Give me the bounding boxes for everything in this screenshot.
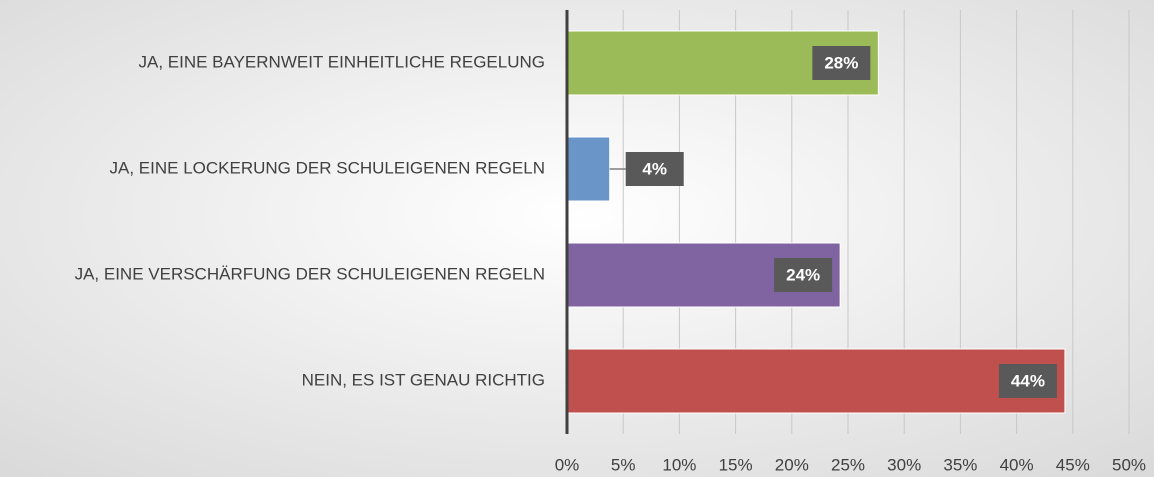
data-label: 24%	[786, 265, 820, 284]
category-label: JA, EINE BAYERNWEIT EINHEITLICHE REGELUN…	[138, 52, 545, 71]
x-tick-label: 25%	[831, 455, 865, 474]
x-tick-label: 5%	[611, 455, 636, 474]
data-label: 28%	[824, 53, 858, 72]
x-tick-label: 50%	[1112, 455, 1146, 474]
x-tick-label: 20%	[775, 455, 809, 474]
x-tick-label: 15%	[719, 455, 753, 474]
bar	[566, 242, 841, 308]
data-label-box	[998, 364, 1057, 398]
data-label-box	[625, 152, 684, 186]
category-label: NEIN, ES IST GENAU RICHTIG	[302, 370, 545, 389]
bar	[566, 136, 611, 202]
x-tick-label: 35%	[943, 455, 977, 474]
x-tick-label: 45%	[1056, 455, 1090, 474]
x-tick-label: 30%	[887, 455, 921, 474]
x-tick-label: 10%	[662, 455, 696, 474]
data-label: 4%	[642, 159, 667, 178]
data-label-box	[774, 258, 833, 292]
x-tick-label: 40%	[1000, 455, 1034, 474]
category-label: JA, EINE VERSCHÄRFUNG DER SCHULEIGENEN R…	[75, 264, 545, 283]
x-tick-label: 0%	[555, 455, 580, 474]
data-label: 44%	[1011, 371, 1045, 390]
category-label: JA, EINE LOCKERUNG DER SCHULEIGENEN REGE…	[110, 158, 545, 177]
data-label-box	[812, 46, 871, 80]
bar	[566, 348, 1066, 414]
